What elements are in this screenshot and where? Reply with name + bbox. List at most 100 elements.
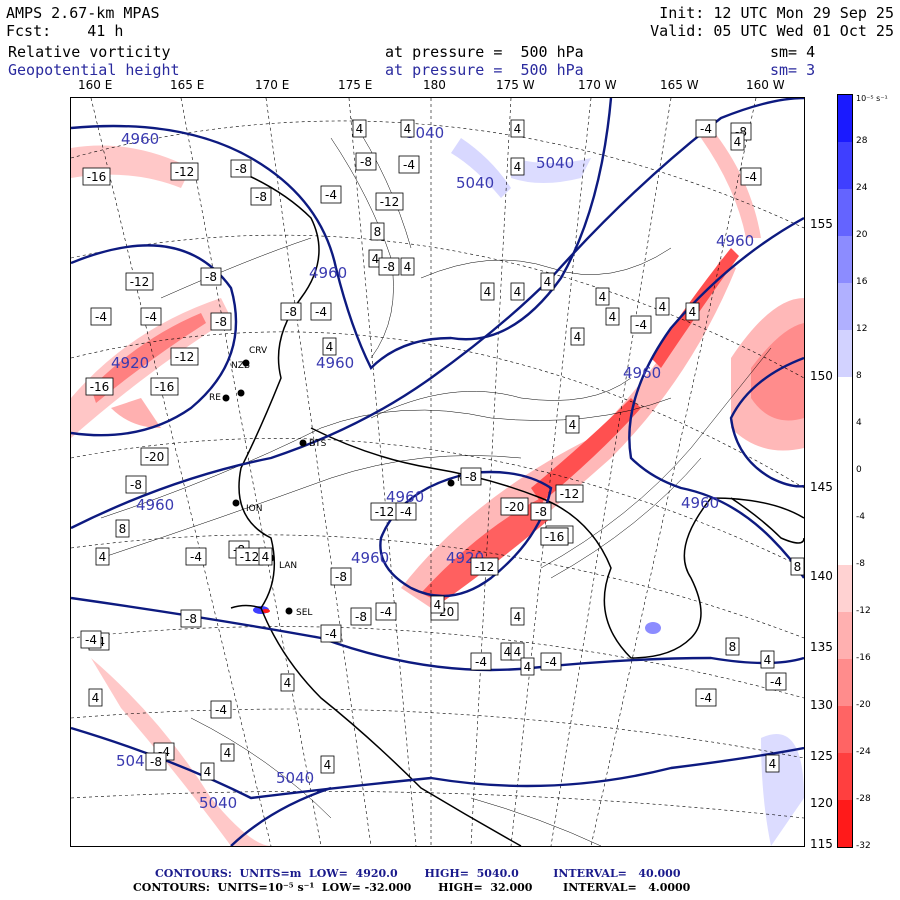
map-canvas: BTS CRV NZB RE ION LAN SEL ME 4960 4960 … (71, 98, 804, 846)
svg-text:-8: -8 (735, 125, 747, 139)
lat-label-120: 120 N (810, 796, 846, 810)
field1-name: Relative vorticity (8, 43, 171, 61)
colorbar-tick-label: -8 (856, 559, 865, 569)
svg-text:-4: -4 (400, 505, 412, 519)
svg-text:4: 4 (224, 746, 232, 760)
svg-text:-4: -4 (380, 605, 392, 619)
svg-text:8: 8 (119, 522, 127, 536)
svg-text:4: 4 (609, 310, 617, 324)
svg-text:-20: -20 (145, 450, 165, 464)
height-contours (71, 98, 804, 846)
lon-label-165w: 165 W (660, 78, 699, 92)
vorticity-label: -8 (145, 752, 167, 771)
height-labels: 4960 4960 4960 4920 4960 4960 4960 4960 … (111, 124, 754, 812)
vorticity-label: 4 (760, 650, 775, 669)
svg-text:-8: -8 (215, 315, 227, 329)
colorbar-tick-label: 12 (856, 324, 868, 334)
lat-label-150: 150 N (810, 369, 846, 383)
vorticity-label: 4 (510, 119, 525, 138)
vorticity-label: -8 (355, 152, 377, 171)
svg-text:-4: -4 (475, 655, 487, 669)
svg-text:-8: -8 (255, 190, 267, 204)
vorticity-label: -20 (500, 497, 529, 516)
colorbar-segment (838, 283, 852, 330)
vorticity-label: -4 (90, 307, 112, 326)
svg-text:-12: -12 (375, 505, 395, 519)
vorticity-label: 4 (220, 743, 235, 762)
lon-label-180: 180 (423, 78, 446, 92)
height-label: 4960 (121, 130, 159, 148)
lon-label-160w: 160 W (746, 78, 785, 92)
svg-text:4: 4 (484, 285, 492, 299)
vorticity-label: -12 (470, 557, 499, 576)
height-label: 5040 (199, 794, 237, 812)
height-label: 4920 (111, 354, 149, 372)
svg-text:4: 4 (764, 653, 772, 667)
svg-text:-4: -4 (215, 703, 227, 717)
vorticity-label: 4 (322, 337, 337, 356)
field1-level: at pressure = 500 hPa (385, 43, 584, 61)
svg-text:-4: -4 (190, 550, 202, 564)
height-label: 4960 (351, 549, 389, 567)
vorticity-label: 4 (570, 327, 585, 346)
svg-text:4: 4 (769, 757, 777, 771)
vorticity-label: 4 (400, 119, 415, 138)
vorticity-label: -8 (530, 502, 552, 521)
vorticity-label: 4 (200, 762, 215, 781)
height-label: 5040 (406, 124, 444, 142)
colorbar-segment (838, 236, 852, 283)
svg-text:4: 4 (92, 691, 100, 705)
colorbar-segment (838, 330, 852, 377)
svg-text:4: 4 (404, 122, 412, 136)
field1-smoothing: sm= 4 (770, 43, 816, 61)
vorticity-label: -8 (180, 609, 202, 628)
svg-text:-8: -8 (335, 570, 347, 584)
station-label-nzb: NZB (231, 361, 250, 371)
svg-text:-12: -12 (175, 350, 195, 364)
lat-label-115: 115 N (810, 837, 846, 851)
svg-text:4: 4 (569, 418, 577, 432)
forecast-label: Fcst: (6, 22, 52, 40)
colorbar-tick-label: -32 (856, 841, 871, 851)
height-label: 4960 (623, 364, 661, 382)
vorticity-label: -4 (470, 652, 492, 671)
svg-text:-4: -4 (325, 188, 337, 202)
svg-text:-4: -4 (403, 158, 415, 172)
svg-text:-4: -4 (700, 691, 712, 705)
svg-text:-4: -4 (700, 122, 712, 136)
svg-text:4: 4 (99, 550, 107, 564)
svg-text:4: 4 (356, 122, 364, 136)
station-label-ion: ION (246, 504, 262, 514)
vorticity-label: 4 (730, 132, 745, 151)
vorticity-label: 4 (88, 688, 103, 707)
svg-text:4: 4 (514, 122, 522, 136)
coastline (230, 167, 804, 846)
vorticity-label: -8 (280, 302, 302, 321)
init-time: Init: 12 UTC Mon 29 Sep 25 (659, 4, 894, 22)
colorbar-tick-label: 0 (856, 465, 862, 475)
vorticity-label: 4 (765, 754, 780, 773)
vorticity-label: -4 (80, 630, 102, 649)
vorticity-label: 4 (510, 607, 525, 626)
vorticity-label: -8 (125, 475, 147, 494)
forecast-hour: Fcst: 41 h (6, 22, 123, 40)
colorbar-segment (838, 565, 852, 612)
vorticity-label: 4 (400, 257, 415, 276)
vorticity-label: -16 (150, 377, 179, 396)
colorbar-segment (838, 142, 852, 189)
svg-text:-8: -8 (535, 505, 547, 519)
colorbar-tick-label: 20 (856, 230, 868, 240)
vorticity-label: 4 (480, 282, 495, 301)
vorticity-label: 4 (685, 302, 700, 321)
svg-text:-4: -4 (545, 655, 557, 669)
colorbar-segment (838, 377, 852, 424)
svg-text:-20: -20 (505, 500, 525, 514)
svg-text:4: 4 (514, 160, 522, 174)
station-label-bts: BTS (309, 439, 327, 449)
svg-text:-16: -16 (90, 380, 110, 394)
colorbar-tick-label: -28 (856, 794, 871, 804)
vorticity-label: -12 (375, 192, 404, 211)
station-label-re: RE (209, 393, 221, 403)
vorticity-label: -16 (82, 167, 111, 186)
colorbar-tick-label: 28 (856, 136, 868, 146)
